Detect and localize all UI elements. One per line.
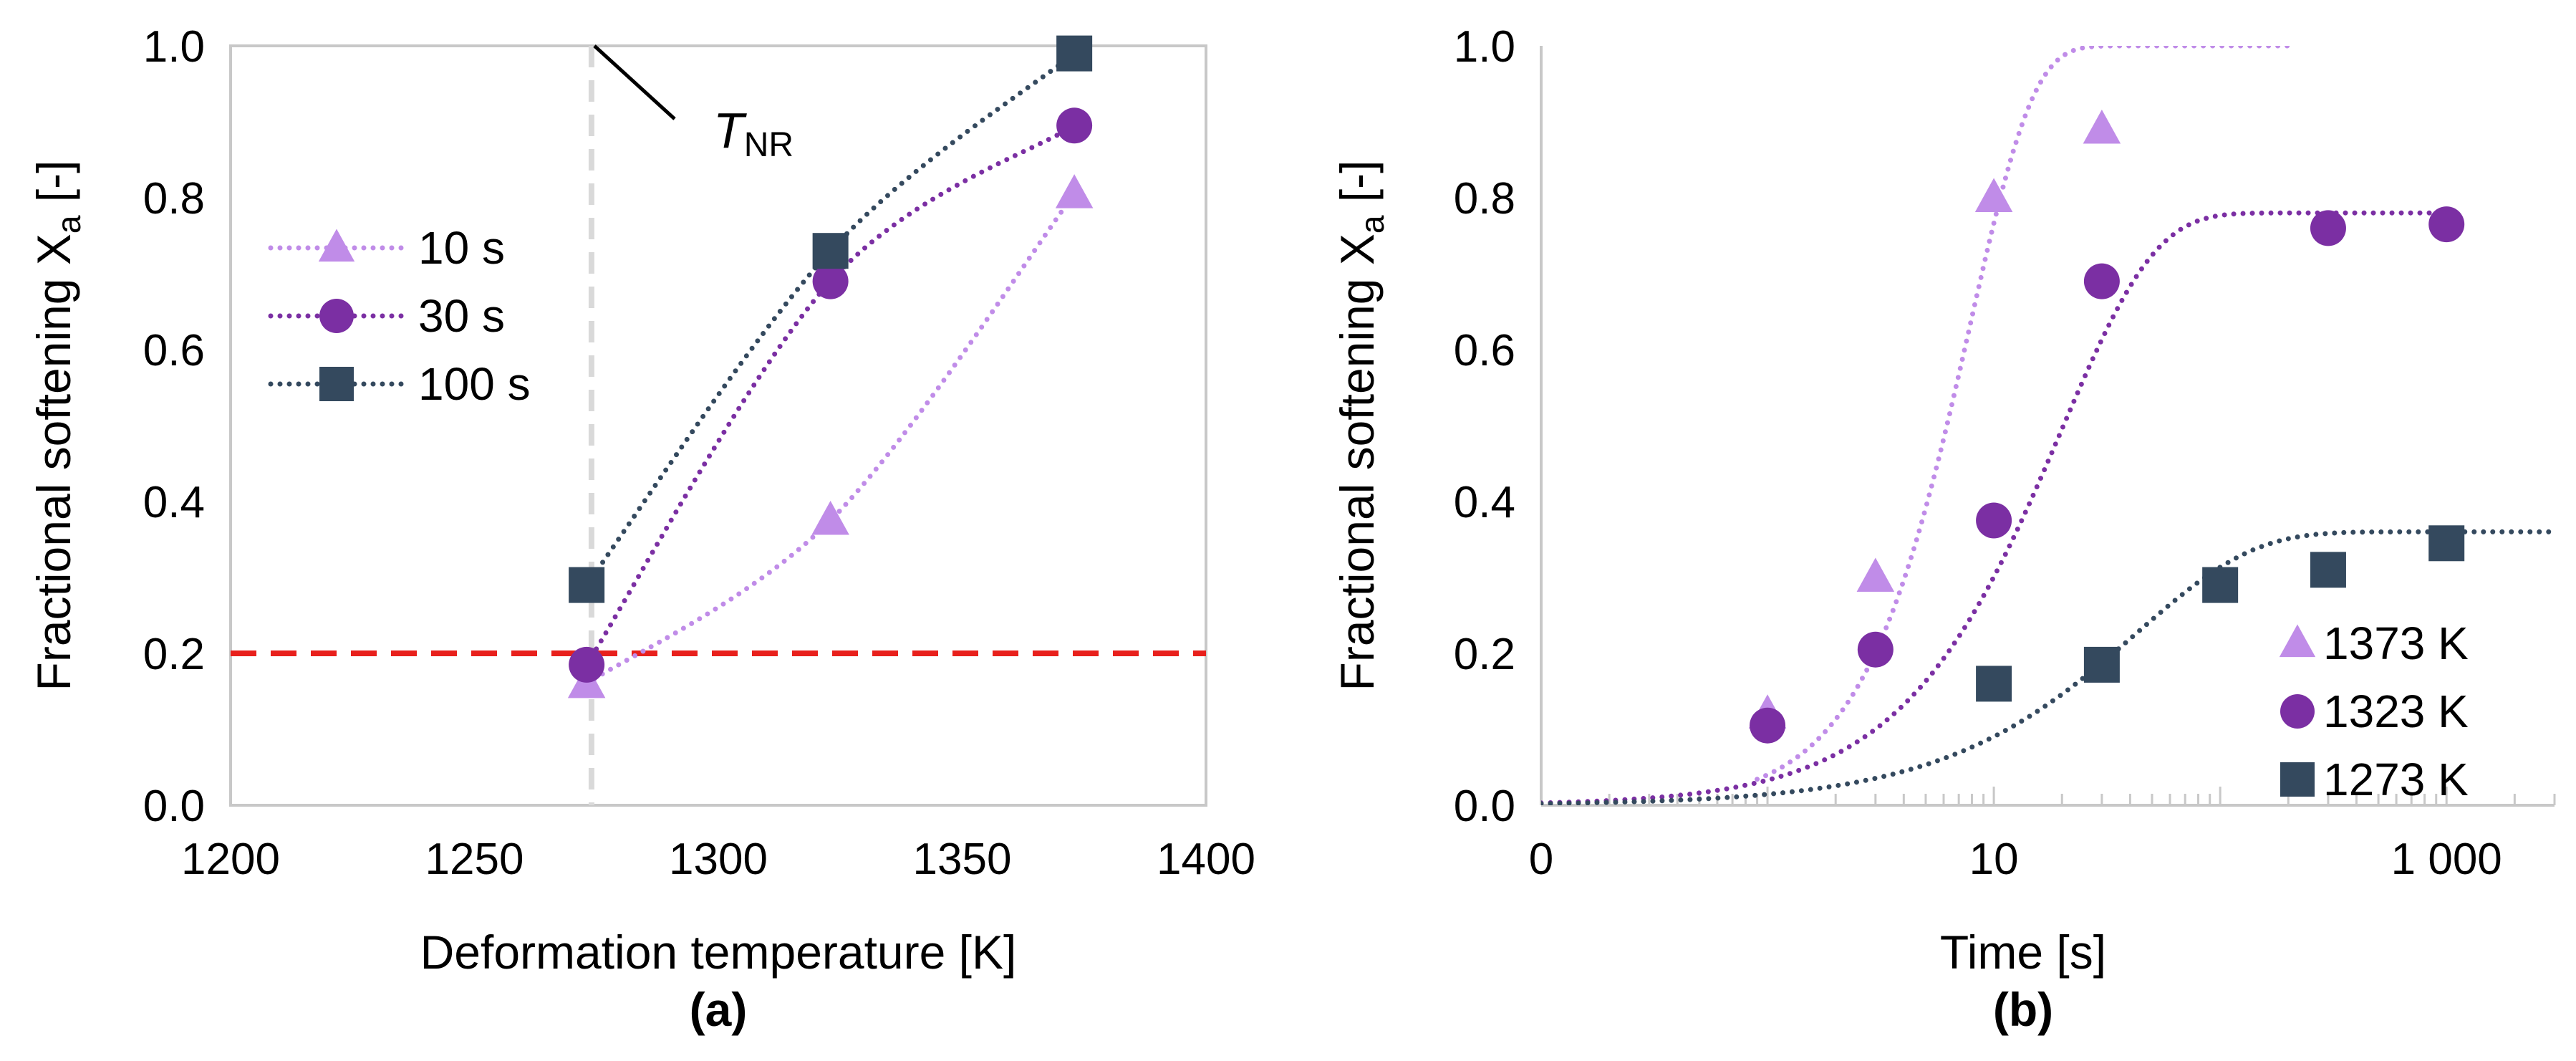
panel-b-point-1323-k — [2428, 206, 2465, 243]
panel-b-x-axis-label: Time [s] — [1940, 926, 2106, 979]
panel-b-y-axis-label: Fractional softening Xa [-] — [1331, 160, 1391, 691]
panel-a-point-100-s — [569, 567, 605, 603]
panel-b-point-1273-k — [2083, 646, 2120, 683]
panel-b-fit-1273-k — [1541, 529, 2555, 805]
panel-b-point-1273-k — [2202, 567, 2239, 603]
panel-a-x-tick-label: 1400 — [1157, 835, 1255, 884]
panel-b-x-tick-label: 10 — [1969, 835, 2019, 884]
panel-b-legend: 1373 K 1323 K 1273 K — [2279, 618, 2469, 805]
panel-a-legend-marker — [319, 367, 354, 401]
panel-a-y-tick-label: 0.4 — [143, 478, 205, 527]
panel-b-x-tick-label: 1 000 — [2391, 835, 2502, 884]
panel-b-point-1373-k — [1974, 178, 2013, 212]
panel-b-time-chart: 0.0 0.2 0.4 0.6 0.8 1.0 0 10 1 000 1373 K 1323 K… — [1331, 22, 2556, 1036]
panel-b-fit-curves — [1541, 46, 2555, 805]
panel-b-legend-marker — [2279, 624, 2316, 658]
panel-b-y-tick-label: 0.0 — [1454, 782, 1515, 831]
panel-a-x-tick-label: 1350 — [913, 835, 1012, 884]
panel-a-point-10-s — [811, 500, 849, 535]
panel-a-point-10-s — [1055, 174, 1094, 208]
panel-a-legend: 10 s 30 s 100 s — [268, 222, 531, 410]
panel-a-point-30-s — [1056, 107, 1093, 144]
panel-b-y-tick-label: 1.0 — [1454, 22, 1515, 72]
panel-a-label: (a) — [690, 983, 748, 1036]
panel-a-plot-area — [229, 44, 1207, 807]
panel-a-y-axis-label: Fractional softening Xa [-] — [27, 160, 87, 691]
panel-b-point-1273-k — [2428, 525, 2465, 562]
panel-a-legend-label: 30 s — [418, 290, 505, 342]
panel-a-markers — [567, 35, 1094, 698]
panel-b-point-1323-k — [1976, 502, 2012, 539]
panel-b-point-1323-k — [2083, 263, 2120, 299]
panel-b-y-tick-label: 0.2 — [1454, 630, 1515, 679]
panel-b-y-tick-label: 0.4 — [1454, 478, 1515, 527]
panel-b-label: (b) — [1993, 983, 2053, 1036]
panel-b-legend-marker — [2280, 762, 2315, 797]
panel-a-x-tick-label: 1300 — [669, 835, 768, 884]
panel-b-fit-1323-k — [1541, 210, 2449, 805]
panel-a-x-tick-label: 1200 — [181, 835, 280, 884]
panel-a-point-100-s — [812, 233, 849, 269]
panel-a-point-30-s — [812, 263, 849, 299]
panel-b-y-tick-label: 0.6 — [1454, 326, 1515, 375]
panel-a-line-10-s — [584, 191, 1077, 686]
panel-a-y-tick-labels: 0.0 0.2 0.4 0.6 0.8 1.0 — [143, 22, 205, 831]
panel-a-line-30-s — [584, 123, 1077, 668]
panel-a-x-tick-label: 1250 — [425, 835, 524, 884]
panel-b-point-1273-k — [1976, 666, 2012, 702]
panel-b-point-1373-k — [1856, 557, 1895, 592]
tnr-annotation: TNR — [713, 102, 793, 164]
panel-b-point-1373-k — [2083, 110, 2121, 144]
panel-b-y-tick-labels: 0.0 0.2 0.4 0.6 0.8 1.0 — [1454, 22, 1515, 831]
panel-b-fit-1373-k — [1755, 46, 2291, 782]
panel-a-legend-label: 10 s — [418, 222, 505, 274]
panel-b-legend-marker — [2280, 694, 2315, 729]
panel-a-y-tick-label: 0.8 — [143, 174, 205, 224]
panel-a-point-100-s — [1056, 35, 1093, 72]
panel-a-legend-marker — [319, 299, 354, 333]
panel-b-point-1323-k — [2310, 210, 2346, 246]
panel-a-guides — [231, 46, 1206, 805]
panel-a-point-30-s — [569, 646, 605, 683]
panel-b-legend-label: 1273 K — [2323, 754, 2469, 805]
panel-b-y-tick-label: 0.8 — [1454, 174, 1515, 224]
panel-a-legend-marker — [318, 229, 355, 262]
tnr-pointer-line — [593, 44, 676, 120]
panel-b-point-1323-k — [1750, 707, 1786, 744]
panel-a-y-tick-label: 0.0 — [143, 782, 205, 831]
panel-a-temperature-chart: 0.00.20.40.60.81.0 1200 1250 1300 1350 1400 … — [27, 22, 1255, 1036]
panel-b-point-1273-k — [2310, 552, 2346, 588]
panel-a-y-tick-label: 1.0 — [143, 22, 205, 72]
panel-b-markers — [1748, 110, 2465, 744]
panel-a-y-tick-label: 0.2 — [143, 630, 205, 679]
panel-b-legend-label: 1373 K — [2323, 618, 2469, 669]
panel-b-point-1323-k — [1857, 631, 1894, 668]
panel-a-series-lines — [584, 51, 1077, 686]
panel-a-y-tick-label: 0.6 — [143, 326, 205, 375]
panel-a-x-tick-labels: 1200 1250 1300 1350 1400 — [181, 835, 1255, 884]
panel-a-legend-label: 100 s — [418, 358, 531, 410]
panel-b-legend-label: 1323 K — [2323, 686, 2469, 737]
panel-a-x-axis-label: Deformation temperature [K] — [420, 926, 1017, 979]
panel-b-x-tick-label: 0 — [1529, 835, 1553, 884]
panel-b-x-tick-labels: 0 10 1 000 — [1529, 835, 2502, 884]
